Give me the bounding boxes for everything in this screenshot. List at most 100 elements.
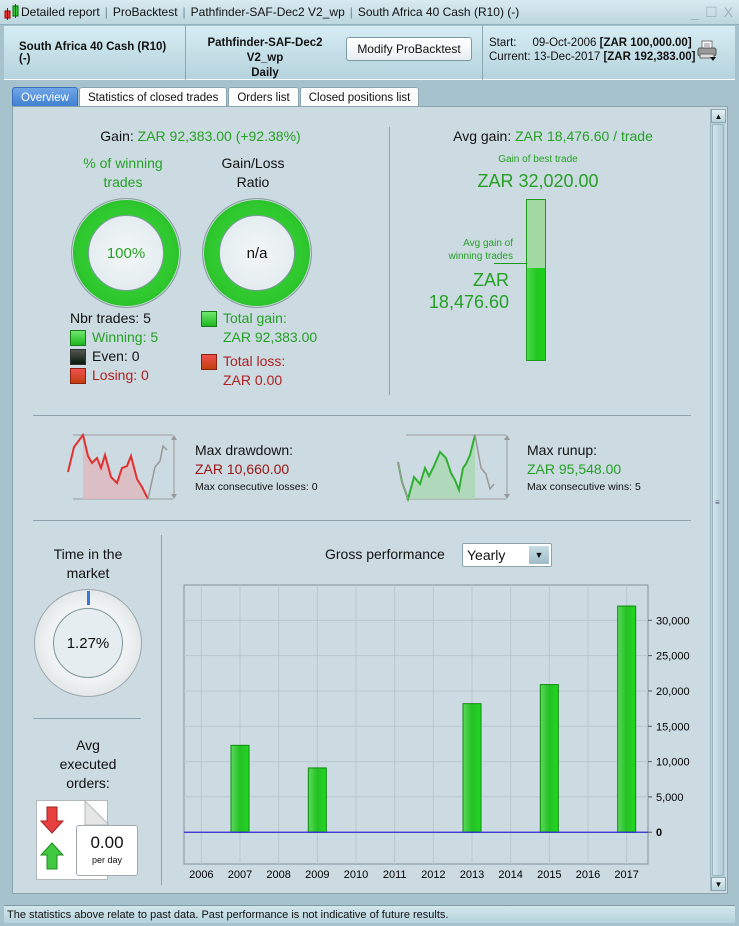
plot-area bbox=[183, 584, 649, 865]
drawdown-sparkline-icon bbox=[67, 432, 177, 500]
bar-2015 bbox=[539, 684, 559, 833]
minimize-icon[interactable]: _ bbox=[691, 4, 700, 20]
avg-gain-fill bbox=[527, 267, 545, 360]
system-name: Pathfinder-SAF-Dec2 V2_wp bbox=[207, 37, 323, 64]
start-date: 09-Oct-2006 bbox=[532, 37, 597, 49]
printer-icon[interactable] bbox=[696, 40, 718, 67]
time-in-market-label: Time in the market bbox=[53, 546, 123, 581]
gain-label: Gain: bbox=[100, 128, 134, 144]
date-range: Start: 09-Oct-2006 [ZAR 100,000.00] Curr… bbox=[489, 36, 695, 64]
x-tick-label: 2006 bbox=[189, 869, 213, 881]
close-icon[interactable]: X bbox=[723, 4, 733, 20]
y-tick-label: 0 bbox=[656, 827, 662, 839]
pct-winning-value: 100% bbox=[88, 215, 164, 291]
avg-orders-unit: per day bbox=[91, 855, 123, 865]
max-drawdown-label: Max drawdown: bbox=[195, 442, 294, 458]
title-part: South Africa 40 Cash (R10) (-) bbox=[357, 5, 520, 19]
bar-2007 bbox=[230, 744, 250, 833]
candlestick-app-icon bbox=[3, 4, 21, 20]
avg-gain-summary: Avg gain: ZAR 18,476.60 / trade bbox=[453, 128, 653, 144]
y-tick-label: 30,000 bbox=[656, 615, 690, 627]
avg-vs-best-bar bbox=[526, 199, 546, 361]
maximize-icon[interactable]: ☐ bbox=[705, 4, 718, 20]
modify-probacktest-button[interactable]: Modify ProBacktest bbox=[346, 37, 472, 61]
max-consecutive-losses: Max consecutive losses: 0 bbox=[195, 481, 318, 493]
avg-orders-value: 0.00 bbox=[90, 833, 124, 852]
gain-loss-ratio-gauge: n/a bbox=[202, 198, 312, 308]
max-runup-value: ZAR 95,548.00 bbox=[527, 461, 622, 477]
arrow-icon bbox=[494, 263, 526, 264]
max-drawdown-value: ZAR 10,660.00 bbox=[195, 461, 290, 477]
title-part: Detailed report bbox=[21, 5, 100, 19]
green-swatch-icon bbox=[201, 310, 217, 327]
y-tick-label: 5,000 bbox=[656, 792, 684, 804]
best-trade-label: Gain of best trade bbox=[498, 154, 578, 165]
period-select-value: Yearly bbox=[467, 547, 506, 563]
pct-winning-gauge: 100% bbox=[71, 198, 181, 308]
tab-closed-positions-list[interactable]: Closed positions list bbox=[299, 87, 420, 107]
current-date: 13-Dec-2017 bbox=[533, 51, 601, 63]
vertical-scrollbar[interactable]: ▲ ≡ ▼ bbox=[710, 109, 726, 891]
scroll-down-button[interactable]: ▼ bbox=[711, 877, 726, 891]
current-label: Current: bbox=[489, 51, 531, 63]
tab-bar: Overview Statistics of closed trades Ord… bbox=[12, 87, 420, 107]
x-tick-label: 2017 bbox=[614, 869, 638, 881]
y-tick-label: 15,000 bbox=[656, 721, 690, 733]
title-part: Pathfinder-SAF-Dec2 V2_wp bbox=[190, 5, 345, 19]
max-consecutive-wins: Max consecutive wins: 5 bbox=[527, 481, 641, 493]
total-gain-value: ZAR 92,383.00 bbox=[223, 329, 318, 345]
avg-executed-orders-label: Avg executed orders: bbox=[59, 737, 117, 791]
x-tick-label: 2013 bbox=[460, 869, 484, 881]
x-tick-label: 2015 bbox=[537, 869, 561, 881]
chevron-down-icon[interactable]: ▼ bbox=[529, 546, 549, 564]
x-tick-label: 2007 bbox=[228, 869, 252, 881]
red-swatch-icon bbox=[201, 353, 217, 370]
runup-sparkline-icon bbox=[397, 434, 510, 502]
gain-value: ZAR 92,383.00 (+92.38%) bbox=[137, 128, 301, 144]
instrument-name: South Africa 40 Cash (R10) (-) bbox=[19, 41, 167, 65]
max-runup-label: Max runup: bbox=[527, 442, 598, 458]
tab-overview[interactable]: Overview bbox=[12, 87, 78, 107]
winning-legend: Winning: 5 bbox=[70, 328, 158, 347]
y-tick-label: 10,000 bbox=[656, 757, 690, 769]
total-loss-legend: Total loss: bbox=[201, 352, 285, 371]
x-tick-label: 2012 bbox=[421, 869, 445, 881]
best-trade-value: ZAR 32,020.00 bbox=[477, 171, 599, 191]
gross-performance-chart: 0 5,000 10,000 15,000 20,000 25,000 30,000 2006… bbox=[183, 584, 690, 881]
y-tick-label: 20,000 bbox=[656, 686, 690, 698]
tab-orders-list[interactable]: Orders list bbox=[228, 87, 299, 107]
period-select[interactable]: Yearly ▼ bbox=[462, 543, 552, 567]
tab-statistics-closed-trades[interactable]: Statistics of closed trades bbox=[78, 87, 228, 107]
x-tick-label: 2016 bbox=[576, 869, 600, 881]
black-swatch-icon bbox=[70, 348, 86, 365]
title-bar: Detailed report | ProBacktest | Pathfinder… bbox=[0, 0, 739, 25]
scroll-up-button[interactable]: ▲ bbox=[711, 109, 726, 123]
scroll-thumb[interactable]: ≡ bbox=[712, 124, 724, 876]
losing-legend: Losing: 0 bbox=[70, 366, 149, 385]
gain-loss-ratio-label: Gain/Loss Ratio bbox=[221, 155, 285, 190]
report-header: South Africa 40 Cash (R10) (-) Pathfinde… bbox=[4, 26, 735, 80]
total-gain-legend: Total gain: bbox=[201, 309, 287, 328]
time-marker bbox=[87, 591, 90, 605]
total-loss-value: ZAR 0.00 bbox=[223, 372, 283, 388]
overview-panel: Gain: ZAR 92,383.00 (+92.38%) % of winni… bbox=[12, 106, 728, 894]
arrow-down-icon bbox=[39, 806, 65, 834]
gain-summary: Gain: ZAR 92,383.00 (+92.38%) bbox=[13, 128, 388, 144]
even-legend: Even: 0 bbox=[70, 347, 139, 366]
nbr-trades: Nbr trades: 5 bbox=[70, 310, 151, 326]
red-swatch-icon bbox=[70, 367, 86, 384]
y-tick-label: 25,000 bbox=[656, 651, 690, 663]
x-tick-label: 2009 bbox=[305, 869, 329, 881]
start-capital: [ZAR 100,000.00] bbox=[599, 37, 692, 49]
avg-orders-box: 0.00 per day bbox=[76, 825, 138, 876]
status-bar: The statistics above relate to past data… bbox=[4, 905, 735, 923]
arrow-up-icon bbox=[39, 842, 65, 870]
bar-2013 bbox=[462, 703, 482, 833]
x-tick-label: 2008 bbox=[266, 869, 290, 881]
title-part: ProBacktest bbox=[112, 5, 178, 19]
bar-2009 bbox=[307, 767, 327, 833]
gross-performance-label: Gross performance bbox=[325, 546, 445, 562]
x-tick-label: 2011 bbox=[383, 869, 407, 881]
bar-2017 bbox=[617, 605, 637, 833]
green-swatch-icon bbox=[70, 329, 86, 346]
